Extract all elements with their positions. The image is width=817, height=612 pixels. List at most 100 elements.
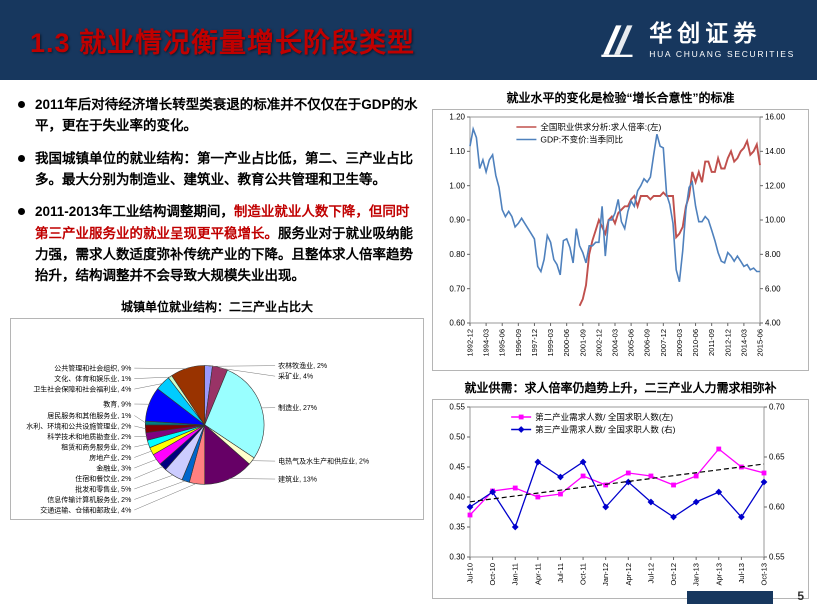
- bullet-list: 2011年后对待经济增长转型类衰退的标准并不仅仅在于GDP的水平，更在于失业率的…: [10, 88, 424, 287]
- bottom-chart-frame: 0.30 0.35 0.40 0.45 0.50 0.55 0.55 0.60 0.65 0.70…: [432, 399, 809, 599]
- svg-text:Oct-11: Oct-11: [579, 563, 588, 585]
- bullet-item: 2011-2013年工业结构调整期间，制造业就业人数下降，但同时第三产业服务业的…: [18, 201, 422, 286]
- svg-text:2000-06: 2000-06: [562, 329, 571, 357]
- svg-text:1994-03: 1994-03: [482, 329, 491, 357]
- svg-text:GDP:不变价:当季同比: GDP:不变价:当季同比: [540, 135, 623, 145]
- svg-text:水利、环境和公共设施管理业, 2%: 水利、环境和公共设施管理业, 2%: [26, 421, 131, 430]
- top-chart-block: 就业水平的变化是检验“增长合意性”的标准 0.60 0.70 0.80 0.90 1.0…: [432, 89, 809, 371]
- svg-text:0.45: 0.45: [449, 463, 465, 472]
- svg-text:信息传输计算机服务业, 2%: 信息传输计算机服务业, 2%: [47, 495, 131, 504]
- bullet-text: 2011年后对待经济增长转型类衰退的标准并不仅仅在于GDP的水平，更在于失业率的…: [35, 97, 418, 134]
- svg-text:0.35: 0.35: [449, 523, 465, 532]
- bullet-marker-icon: [18, 208, 25, 216]
- svg-text:农林牧渔业, 2%: 农林牧渔业, 2%: [278, 361, 327, 370]
- svg-text:2014-03: 2014-03: [739, 329, 748, 357]
- svg-text:0.60: 0.60: [769, 503, 785, 512]
- svg-text:科学技术和地质勘查业, 2%: 科学技术和地质勘查业, 2%: [47, 432, 131, 441]
- logo-name-en: HUA CHUANG SECURITIES: [649, 48, 795, 59]
- svg-text:0.60: 0.60: [449, 319, 465, 328]
- bullet-text: 我国城镇单位的就业结构：第一产业占比低，第二、三产业占比多。最大分别为制造业、建…: [35, 150, 413, 187]
- svg-text:2005-06: 2005-06: [627, 329, 636, 357]
- bottom-chart-block: 就业供需：求人倍率仍趋势上升，二三产业人力需求相弥补 0.30 0.35 0.40 0…: [432, 379, 809, 599]
- svg-text:Oct-10: Oct-10: [488, 563, 497, 586]
- svg-text:1992-12: 1992-12: [466, 329, 475, 357]
- svg-text:2004-03: 2004-03: [611, 329, 620, 357]
- svg-text:1.10: 1.10: [449, 147, 465, 156]
- top-chart-frame: 0.60 0.70 0.80 0.90 1.00 1.10 1.20 4.00 6.00 8.00…: [432, 109, 809, 371]
- svg-text:Jan-12: Jan-12: [601, 563, 610, 586]
- svg-text:1995-06: 1995-06: [498, 329, 507, 357]
- left-column: 2011年后对待经济增长转型类衰退的标准并不仅仅在于GDP的水平，更在于失业率的…: [10, 88, 424, 607]
- svg-text:2010-06: 2010-06: [691, 329, 700, 357]
- pie-chart-block: 城镇单位就业结构：二三产业占比大 农林牧渔业, 2% 采矿业, 4% 制造业, 27…: [10, 298, 424, 520]
- page-number: 5: [797, 589, 804, 603]
- logo-name-cn: 华创证券: [649, 20, 762, 47]
- svg-text:制造业, 27%: 制造业, 27%: [278, 403, 317, 412]
- footer-bar: [687, 591, 773, 604]
- svg-text:Oct-13: Oct-13: [760, 563, 769, 586]
- svg-text:1999-03: 1999-03: [546, 329, 555, 357]
- right-column: 就业水平的变化是检验“增长合意性”的标准 0.60 0.70 0.80 0.90 1.0…: [432, 88, 809, 607]
- pie-chart-frame: 农林牧渔业, 2% 采矿业, 4% 制造业, 27% 电热气及水生产和供应业, 2% 建…: [10, 317, 424, 520]
- svg-text:1.00: 1.00: [449, 181, 465, 190]
- svg-text:2006-09: 2006-09: [643, 329, 652, 357]
- employment-structure-pie: 农林牧渔业, 2%采矿业, 4% 制造业, 27% 电热气及水生产和供应业, 2% 建…: [12, 319, 422, 518]
- svg-text:金融业, 3%: 金融业, 3%: [96, 463, 131, 472]
- svg-text:文化、体育和娱乐业, 1%: 文化、体育和娱乐业, 1%: [54, 374, 131, 383]
- svg-text:Oct-12: Oct-12: [669, 563, 678, 586]
- svg-text:14.00: 14.00: [765, 147, 786, 156]
- bullet-item: 2011年后对待经济增长转型类衰退的标准并不仅仅在于GDP的水平，更在于失业率的…: [18, 94, 422, 137]
- svg-text:0.55: 0.55: [449, 403, 465, 412]
- svg-text:0.70: 0.70: [449, 284, 465, 293]
- svg-text:1996-09: 1996-09: [514, 329, 523, 357]
- svg-text:0.55: 0.55: [769, 553, 785, 562]
- huachuang-logo-icon: [601, 25, 633, 57]
- slide-header: 1.3 就业情况衡量增长阶段类型 华创证券 HUA CHUANG SECURIT…: [0, 0, 817, 80]
- svg-text:第三产业需求人数/ 全国求职人数 (右): 第三产业需求人数/ 全国求职人数 (右): [535, 425, 675, 435]
- slide-body: 2011年后对待经济增长转型类衰退的标准并不仅仅在于GDP的水平，更在于失业率的…: [0, 80, 817, 607]
- top-chart-title: 就业水平的变化是检验“增长合意性”的标准: [506, 91, 735, 105]
- svg-text:居民服务和其他服务业, 1%: 居民服务和其他服务业, 1%: [47, 411, 131, 420]
- svg-text:第二产业需求人数/ 全国求职人数(左): 第二产业需求人数/ 全国求职人数(左): [535, 412, 673, 422]
- svg-text:采矿业, 4%: 采矿业, 4%: [278, 371, 313, 380]
- bullet-marker-icon: [18, 101, 25, 108]
- svg-text:Apr-11: Apr-11: [533, 563, 542, 585]
- svg-text:Apr-12: Apr-12: [624, 563, 633, 586]
- svg-text:公共管理和社会组织, 9%: 公共管理和社会组织, 9%: [54, 363, 131, 372]
- bottom-chart-title: 就业供需：求人倍率仍趋势上升，二三产业人力需求相弥补: [464, 381, 777, 395]
- svg-text:2011-09: 2011-09: [707, 329, 716, 356]
- svg-text:全国职业供求分析:求人倍率:(左): 全国职业供求分析:求人倍率:(左): [540, 122, 661, 132]
- bullet-text: 2011-2013年工业结构调整期间，制造业就业人数下降，但同时第三产业服务业的…: [35, 204, 413, 284]
- page-title: 1.3 就业情况衡量增长阶段类型: [30, 27, 416, 58]
- svg-text:2009-03: 2009-03: [675, 329, 684, 357]
- supply-demand-chart: 0.30 0.35 0.40 0.45 0.50 0.55 0.55 0.60 0.65 0.70…: [434, 401, 800, 597]
- svg-text:2012-12: 2012-12: [723, 329, 732, 357]
- svg-text:0.30: 0.30: [449, 553, 465, 562]
- svg-text:2001-09: 2001-09: [578, 329, 587, 357]
- svg-text:Jan-13: Jan-13: [692, 563, 701, 586]
- svg-text:6.00: 6.00: [765, 284, 781, 293]
- bullet-marker-icon: [18, 154, 25, 162]
- svg-text:住宿和餐饮业, 2%: 住宿和餐饮业, 2%: [75, 474, 131, 483]
- svg-text:1.20: 1.20: [449, 113, 465, 122]
- svg-text:1997-12: 1997-12: [530, 329, 539, 357]
- svg-text:0.90: 0.90: [449, 216, 465, 225]
- svg-text:Jan-11: Jan-11: [511, 563, 520, 585]
- svg-text:0.65: 0.65: [769, 453, 785, 462]
- svg-text:Apr-13: Apr-13: [714, 563, 723, 586]
- svg-text:电热气及水生产和供应业, 2%: 电热气及水生产和供应业, 2%: [278, 456, 369, 465]
- svg-text:0.80: 0.80: [449, 250, 465, 259]
- svg-text:Jul-11: Jul-11: [556, 563, 565, 583]
- svg-text:Jul-12: Jul-12: [646, 563, 655, 583]
- svg-text:Jul-13: Jul-13: [737, 563, 746, 583]
- company-logo: 华创证券 HUA CHUANG SECURITIES: [593, 18, 795, 62]
- svg-text:2015-06: 2015-06: [756, 329, 765, 357]
- bullet-item: 我国城镇单位的就业结构：第一产业占比低，第二、三产业占比多。最大分别为制造业、建…: [18, 148, 422, 191]
- svg-text:12.00: 12.00: [765, 181, 786, 190]
- svg-text:批发和零售业, 5%: 批发和零售业, 5%: [75, 484, 131, 493]
- logo-text: 华创证券 HUA CHUANG SECURITIES: [649, 21, 795, 58]
- svg-text:2007-12: 2007-12: [659, 329, 668, 357]
- svg-text:0.40: 0.40: [449, 493, 465, 502]
- svg-text:交通运输、仓储和邮政业, 4%: 交通运输、仓储和邮政业, 4%: [40, 505, 131, 514]
